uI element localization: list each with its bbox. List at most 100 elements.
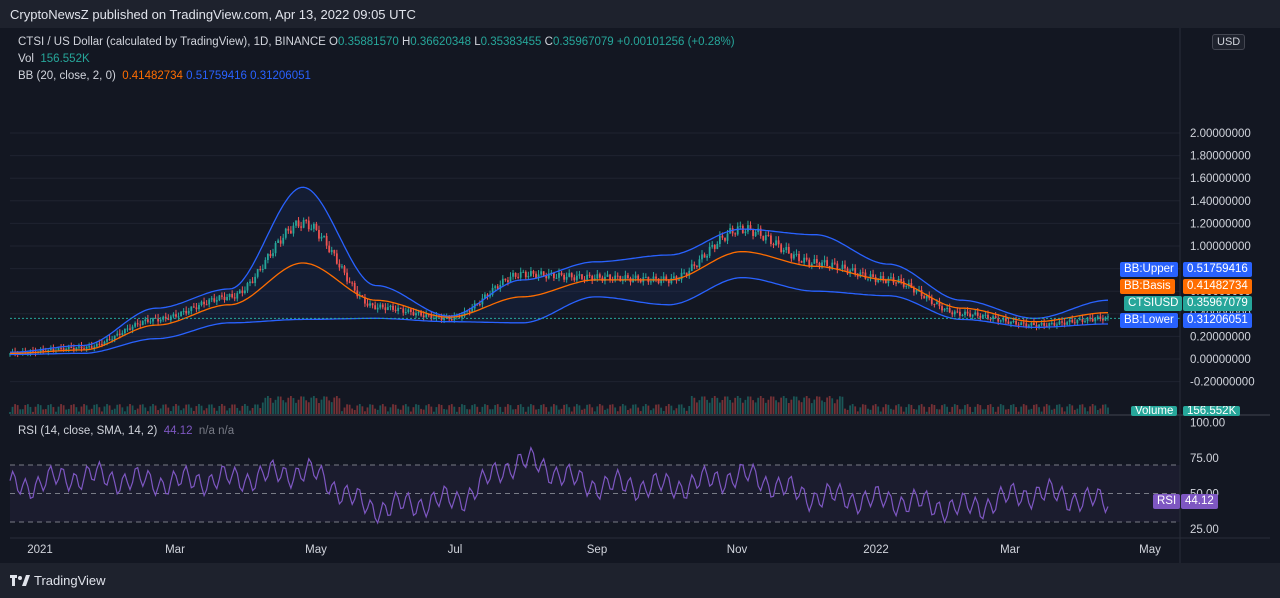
volume-bar xyxy=(491,409,494,414)
candle-body xyxy=(261,268,264,270)
volume-bar xyxy=(113,408,116,414)
candle-body xyxy=(116,333,119,336)
symbol-legend: CTSI / US Dollar (calculated by TradingV… xyxy=(18,36,735,48)
candle-body xyxy=(573,277,576,281)
candle-body xyxy=(496,286,499,289)
volume-bar xyxy=(1025,405,1028,414)
volume-bar xyxy=(558,409,560,414)
candle-body xyxy=(300,226,302,228)
volume-bar xyxy=(884,404,887,414)
volume-bar xyxy=(974,406,977,414)
volume-bar xyxy=(545,407,548,414)
candle-body xyxy=(101,343,103,345)
currency-button[interactable]: USD xyxy=(1212,34,1246,50)
candle-body xyxy=(895,282,897,284)
candle-body xyxy=(867,278,869,280)
volume-bar xyxy=(790,399,793,414)
volume-bar xyxy=(969,406,972,414)
candle-body xyxy=(507,280,509,283)
volume-bar xyxy=(575,404,578,414)
volume-bar xyxy=(198,404,200,414)
volume-bar xyxy=(928,407,931,414)
price-tick-label: 1.60000000 xyxy=(1190,173,1251,185)
candle-body xyxy=(624,275,627,280)
volume-bar xyxy=(805,396,808,414)
volume-bar xyxy=(236,407,239,414)
candle-body xyxy=(52,348,55,351)
candle-body xyxy=(80,346,83,349)
volume-bar xyxy=(588,404,591,414)
symbol-name: CTSI / US Dollar (calculated by TradingV… xyxy=(18,36,326,48)
volume-bar xyxy=(593,411,596,414)
candle-body xyxy=(233,297,236,299)
volume-bar xyxy=(75,407,78,414)
candle-body xyxy=(524,271,527,278)
price-tick-label: 1.20000000 xyxy=(1190,218,1251,230)
volume-bar xyxy=(1096,410,1099,414)
volume-bar xyxy=(798,400,800,414)
volume-bar xyxy=(810,403,813,414)
volume-bar xyxy=(770,396,772,414)
candle-body xyxy=(315,223,318,231)
volume-bar xyxy=(394,404,397,414)
volume-bar xyxy=(420,408,423,414)
candle-body xyxy=(244,290,246,294)
volume-bar xyxy=(274,399,277,414)
volume-bar xyxy=(867,408,869,414)
candle-body xyxy=(999,320,1002,322)
candle-body xyxy=(1058,321,1061,325)
volume-bar xyxy=(190,407,193,414)
price-tick-label: 2.00000000 xyxy=(1190,128,1251,140)
candle-body xyxy=(32,351,34,353)
volume-bar xyxy=(307,402,310,414)
volume-bar xyxy=(879,411,882,414)
volume-bar xyxy=(318,403,320,414)
volume-bar xyxy=(412,407,415,414)
candle-body xyxy=(351,282,354,284)
candle-body xyxy=(614,275,617,281)
candle-body xyxy=(634,275,637,279)
tradingview-logo-icon xyxy=(10,574,30,586)
candle-body xyxy=(126,328,129,330)
candle-body xyxy=(915,290,918,293)
volume-bar xyxy=(900,406,903,414)
volume-bar xyxy=(652,408,655,414)
volume-bar xyxy=(330,402,333,414)
candle-body xyxy=(93,346,96,348)
volume-bar xyxy=(80,406,83,414)
volume-bar xyxy=(874,404,877,414)
candle-body xyxy=(994,316,997,319)
volume-bar xyxy=(851,404,854,414)
time-tick-label: Mar xyxy=(165,544,185,556)
price-tick-label: 0.00000000 xyxy=(1190,354,1251,366)
candle-body xyxy=(134,323,137,327)
tradingview-logo[interactable]: TradingView xyxy=(10,573,106,588)
candle-body xyxy=(238,290,241,294)
volume-bar xyxy=(9,412,11,414)
volume-bar xyxy=(555,405,558,414)
volume-bar xyxy=(522,407,525,414)
volume-bar xyxy=(941,405,943,414)
candle-body xyxy=(930,298,933,304)
volume-bar xyxy=(1099,408,1102,414)
candle-body xyxy=(992,316,994,320)
candle-body xyxy=(279,240,282,244)
volume-bar xyxy=(221,404,223,414)
volume-bar xyxy=(371,404,374,414)
volume-bar xyxy=(956,405,959,414)
candle-body xyxy=(108,339,111,341)
candle-body xyxy=(718,235,721,244)
volume-bar xyxy=(389,407,392,414)
volume-bar xyxy=(757,397,760,414)
volume-bar xyxy=(39,405,42,414)
candle-body xyxy=(1017,324,1020,326)
volume-bar xyxy=(1007,409,1010,414)
candle-body xyxy=(78,346,80,348)
volume-bar xyxy=(24,405,27,414)
volume-bar xyxy=(1086,411,1089,414)
volume-bar xyxy=(856,411,859,414)
close-label: C xyxy=(544,36,553,48)
volume-bar xyxy=(981,409,984,414)
